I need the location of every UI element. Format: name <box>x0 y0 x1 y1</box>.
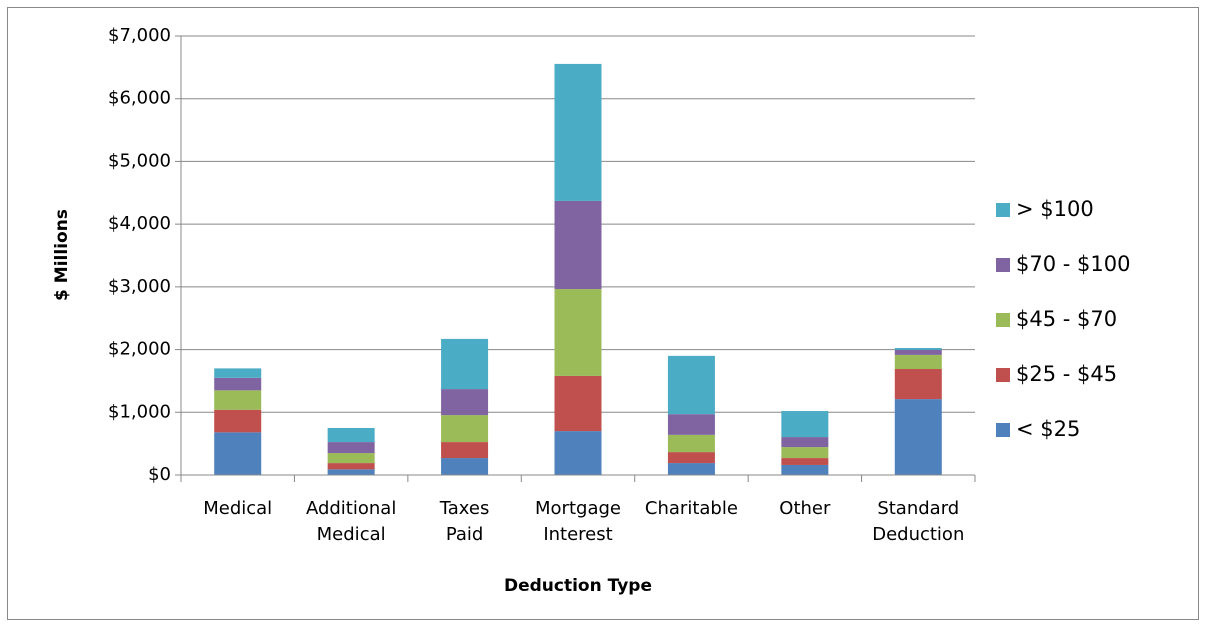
legend-swatch <box>996 313 1010 327</box>
y-tick-label: $1,000 <box>108 401 171 422</box>
bar-segment <box>781 437 829 448</box>
bar-segment <box>214 409 262 433</box>
bar-segment <box>441 415 489 443</box>
x-tick-label: Medical <box>203 498 272 519</box>
legend-label: $25 - $45 <box>1016 362 1117 386</box>
bar-segment <box>781 464 829 475</box>
bar-segment <box>327 463 375 470</box>
bar-segment <box>554 289 602 376</box>
bar-segment <box>214 368 262 378</box>
bar-segment <box>214 390 262 410</box>
bar-segment <box>554 431 602 475</box>
y-tick-label: $7,000 <box>108 25 171 46</box>
x-tick-label: Charitable <box>645 498 738 519</box>
x-tick-label: Mortgage Interest <box>535 498 621 545</box>
bar-segment <box>667 463 715 475</box>
legend-swatch <box>996 203 1010 217</box>
bar-segment <box>327 469 375 475</box>
legend-label: > $100 <box>1016 197 1094 221</box>
bar-segment <box>214 377 262 391</box>
bar-segment <box>667 414 715 435</box>
bar-segment <box>441 338 489 390</box>
bar-segment <box>441 442 489 459</box>
bar-segment <box>894 369 942 400</box>
y-tick-label: $0 <box>148 464 171 485</box>
bar-segment <box>554 200 602 290</box>
y-tick-label: $4,000 <box>108 213 171 234</box>
bar-segment <box>894 399 942 475</box>
bar-segment <box>327 427 375 443</box>
bar-segment <box>327 442 375 454</box>
bar-segment <box>894 348 942 350</box>
y-tick-label: $3,000 <box>108 276 171 297</box>
x-tick-label: Standard Deduction <box>872 498 964 545</box>
bar-segment <box>781 447 829 459</box>
bar-segment <box>441 389 489 416</box>
y-axis-title: $ Millions <box>52 209 72 301</box>
legend-swatch <box>996 258 1010 272</box>
legend-swatch <box>996 368 1010 382</box>
bar-segment <box>781 458 829 465</box>
y-tick-label: $6,000 <box>108 88 171 109</box>
legend-label: < $25 <box>1016 417 1080 441</box>
bar-segment <box>327 453 375 464</box>
legend-label: $45 - $70 <box>1016 307 1117 331</box>
bar-segment <box>214 432 262 475</box>
bar-segment <box>554 375 602 432</box>
bar-segment <box>667 355 715 415</box>
legend-label: $70 - $100 <box>1016 252 1130 276</box>
bar-segment <box>667 434 715 453</box>
bar-segment <box>554 63 602 201</box>
bar-segment <box>894 349 942 355</box>
bar-segment <box>441 458 489 475</box>
bar-segment <box>894 354 942 370</box>
x-axis-title: Deduction Type <box>504 576 652 596</box>
x-tick-label: Other <box>779 498 831 519</box>
x-tick-label: Taxes Paid <box>439 498 490 545</box>
y-tick-label: $5,000 <box>108 150 171 171</box>
y-tick-label: $2,000 <box>108 339 171 360</box>
legend-swatch <box>996 423 1010 437</box>
x-tick-label: Additional Medical <box>306 498 396 545</box>
bar-segment <box>667 452 715 464</box>
bar-segment <box>781 411 829 438</box>
